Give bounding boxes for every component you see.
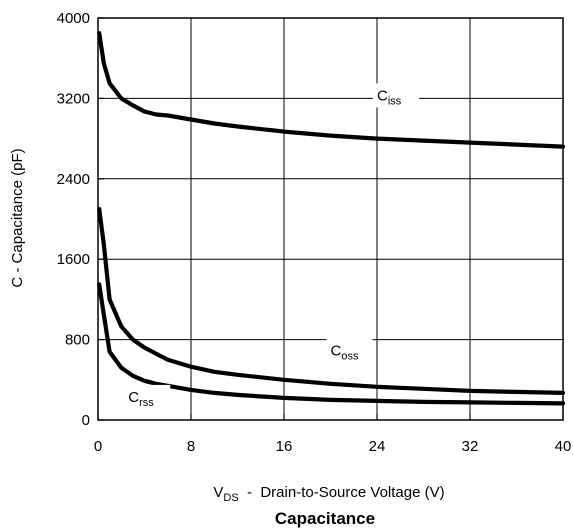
series-label-main: C [128, 389, 139, 406]
x-axis-title: VDS - Drain-to-Source Voltage (V) [213, 484, 444, 504]
y-tick-label: 4000 [57, 10, 90, 27]
x-tick-label: 0 [94, 438, 102, 455]
series-label-text: Coss [331, 343, 359, 363]
x-tick-label: 32 [462, 438, 479, 455]
series-line-ciss [97, 31, 566, 149]
series-label-text: Ciss [377, 87, 402, 107]
series-label-coss: Coss [326, 338, 373, 363]
series-lines [97, 31, 566, 406]
tick-labels: 0 8 16 24 32 40 0 800 1600 2400 3200 4000 [57, 10, 572, 455]
x-axis-title-main: V [213, 484, 223, 501]
series-label-sub: iss [388, 95, 402, 107]
y-tick-label: 2400 [57, 171, 90, 188]
x-axis-title-sub: DS [223, 492, 238, 504]
x-tick-label: 16 [276, 438, 293, 455]
x-tick-label: 24 [369, 438, 386, 455]
x-axis-title-rest: - Drain-to-Source Voltage (V) [239, 484, 445, 501]
x-tick-label: 40 [555, 438, 572, 455]
series-line-crss [97, 282, 566, 406]
x-tick-label: 8 [187, 438, 195, 455]
series-label-main: C [331, 343, 342, 360]
series-label-crss: Crss [124, 384, 171, 409]
plot-frame [97, 17, 564, 421]
series-label-sub: oss [341, 351, 359, 363]
series-label-sub: rss [139, 397, 154, 409]
series-label-background [373, 83, 419, 108]
y-tick-label: 3200 [57, 90, 90, 107]
chart-title: Capacitance [275, 509, 375, 528]
series-label-ciss: Ciss [373, 83, 419, 108]
y-tick-label: 0 [82, 412, 90, 429]
y-axis-title: C - Capacitance (pF) [9, 148, 26, 287]
y-tick-label: 800 [65, 332, 90, 349]
series-label-background [326, 338, 373, 363]
series-label-text: Crss [128, 389, 154, 409]
series-label-main: C [377, 87, 388, 104]
series-label-background [124, 384, 171, 409]
series-line-coss [97, 206, 566, 395]
y-tick-label: 1600 [57, 251, 90, 268]
